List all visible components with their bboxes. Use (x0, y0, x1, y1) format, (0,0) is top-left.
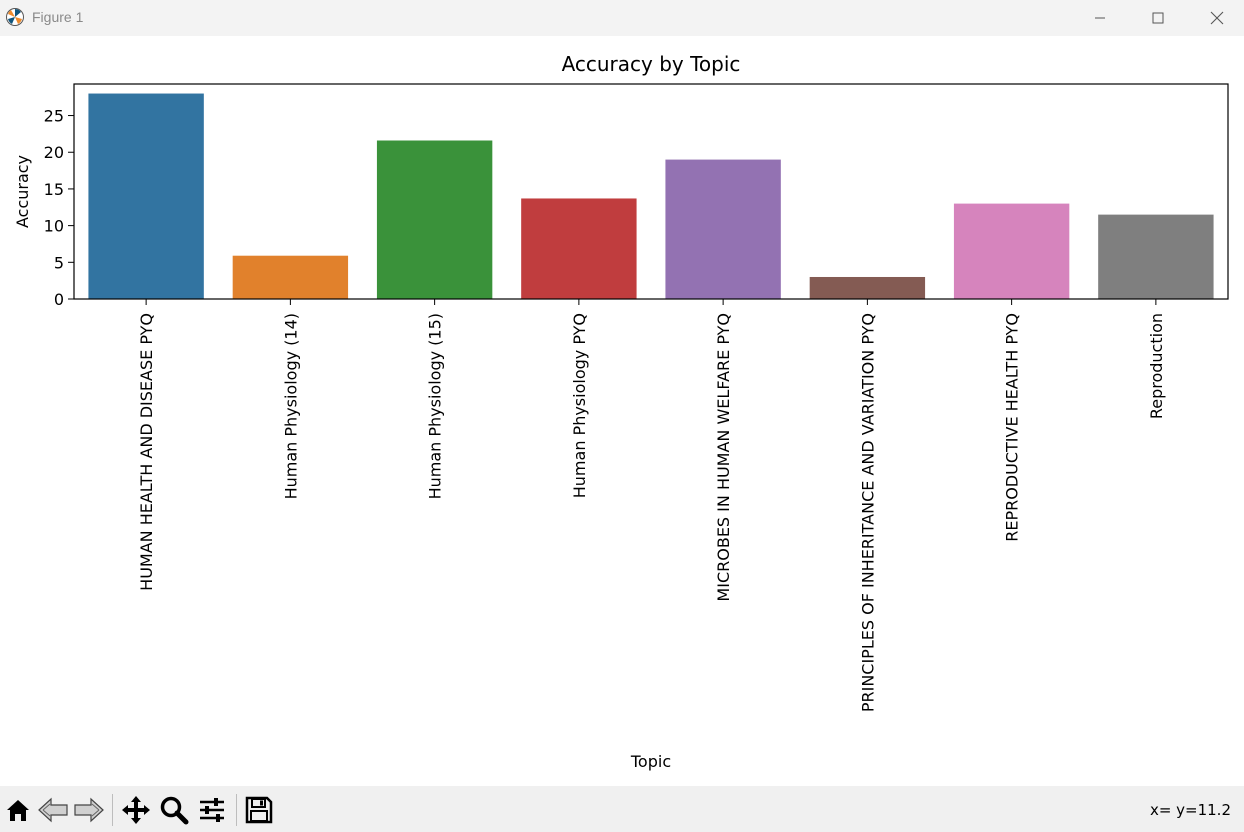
home-button[interactable] (2, 794, 34, 826)
configure-subplots-icon (200, 798, 224, 822)
bar (1098, 214, 1214, 299)
plot-frame (73, 83, 1229, 300)
figure-canvas[interactable]: Accuracy by Topic 0 5 10 15 20 25 HUMAN HEALTH … (0, 36, 1244, 786)
bar (376, 140, 493, 299)
x-tick-label: Reproduction (1147, 313, 1166, 419)
x-axis-label: Topic (630, 752, 671, 771)
navigation-toolbar: x= y=11.2 (0, 786, 1244, 832)
y-tick-label: 5 (54, 253, 64, 272)
bar (521, 198, 637, 299)
maximize-icon (1152, 12, 1164, 24)
save-icon (245, 796, 273, 824)
y-axis-label: Accuracy (13, 155, 32, 228)
y-tick-label: 25 (44, 107, 64, 126)
bar (665, 159, 781, 299)
y-tick-label: 10 (44, 217, 64, 236)
back-button[interactable] (36, 794, 70, 826)
pan-button[interactable] (119, 794, 153, 826)
x-tick-label: MICROBES IN HUMAN WELFARE PYQ (714, 313, 733, 602)
x-tick-label: Human Physiology PYQ (570, 313, 589, 498)
chart-title: Accuracy by Topic (562, 52, 741, 76)
minimize-button[interactable] (1077, 0, 1123, 36)
bar (953, 203, 1070, 299)
pan-icon (122, 796, 150, 824)
bar (809, 276, 926, 299)
bar (232, 255, 349, 299)
save-button[interactable] (242, 794, 276, 826)
home-icon (7, 800, 29, 821)
close-icon (1210, 11, 1224, 25)
bar (88, 93, 204, 299)
toolbar-separator (236, 794, 237, 826)
y-tick-label: 15 (44, 180, 64, 199)
y-tick-label: 0 (54, 290, 64, 309)
configure-subplots-button[interactable] (195, 794, 229, 826)
minimize-icon (1095, 17, 1105, 19)
x-tick-label: REPRODUCTIVE HEALTH PYQ (1003, 313, 1022, 542)
toolbar-separator (112, 794, 113, 826)
forward-button[interactable] (72, 794, 106, 826)
x-tick-label: Human Physiology (15) (426, 313, 445, 499)
maximize-button[interactable] (1135, 0, 1181, 36)
matplotlib-logo-icon (6, 8, 24, 26)
close-button[interactable] (1194, 0, 1240, 36)
zoom-icon (160, 796, 189, 825)
x-tick-label: Human Physiology (14) (281, 313, 300, 499)
x-tick-label: HUMAN HEALTH AND DISEASE PYQ (137, 313, 156, 591)
bar-chart: Accuracy by Topic 0 5 10 15 20 25 HUMAN HEALTH … (13, 52, 1229, 771)
cursor-coordinates: x= y=11.2 (1149, 801, 1231, 819)
window-titlebar: Figure 1 (0, 0, 1244, 36)
zoom-button[interactable] (157, 794, 191, 826)
forward-icon (74, 797, 104, 823)
x-tick-label: PRINCIPLES OF INHERITANCE AND VARIATION … (858, 313, 877, 712)
y-tick-label: 20 (44, 143, 64, 162)
window-title: Figure 1 (32, 9, 84, 25)
back-icon (38, 797, 68, 823)
